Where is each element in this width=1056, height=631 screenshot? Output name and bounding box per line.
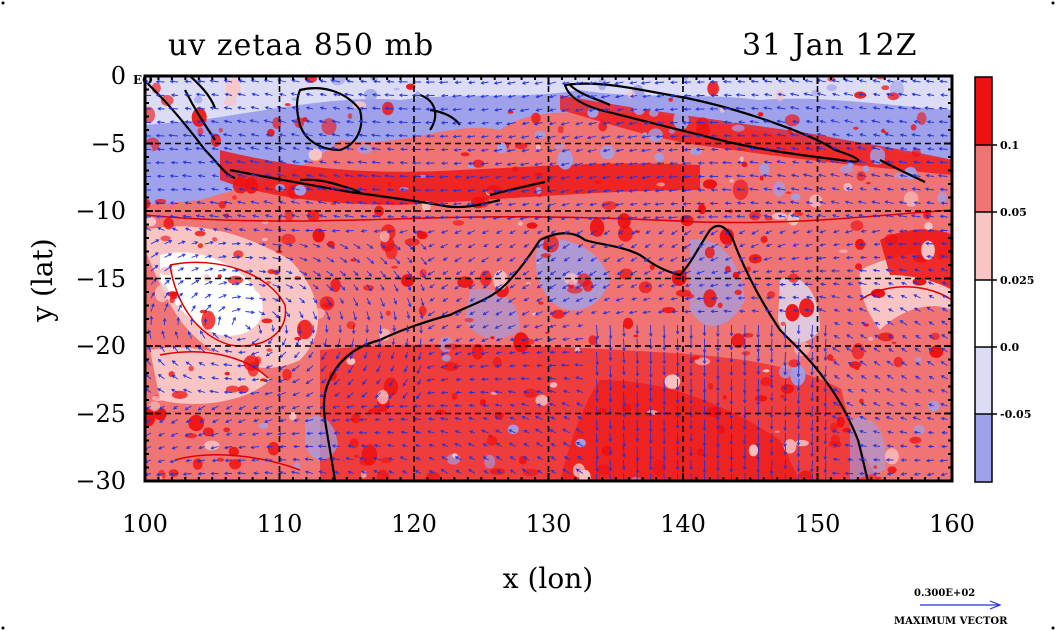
colorbar-label: 0.025 bbox=[1000, 274, 1034, 287]
eq-label: EQ bbox=[133, 73, 153, 87]
x-axis-title: x (lon) bbox=[503, 562, 593, 595]
x-tick-label: 160 bbox=[929, 510, 975, 538]
vector-key-value: 0.300E+02 bbox=[914, 588, 975, 599]
y-tick-label: −30 bbox=[75, 467, 126, 495]
x-tick-label: 100 bbox=[122, 510, 168, 538]
y-axis-title: y (lat) bbox=[26, 238, 59, 322]
colorbar-label: 0.0 bbox=[1000, 341, 1019, 354]
vector-key: 0.300E+02 MAXIMUM VECTOR bbox=[894, 588, 1008, 627]
plot-title-left: uv zetaa 850 mb bbox=[168, 28, 435, 63]
y-tick-label: −15 bbox=[75, 265, 126, 293]
colorbar-band bbox=[975, 77, 992, 145]
y-tick-labels: 0 −5 −10 −15 −20 −25 −30 bbox=[75, 62, 126, 495]
plot-title-right: 31 Jan 12Z bbox=[742, 28, 918, 63]
x-tick-labels: 100 110 120 130 140 150 160 bbox=[122, 510, 975, 538]
colorbar-label: 0.1 bbox=[1000, 139, 1019, 152]
colorbar-band bbox=[975, 212, 992, 280]
vorticity-field bbox=[145, 76, 952, 481]
y-tick-label: −10 bbox=[75, 197, 126, 225]
y-tick-label: −5 bbox=[91, 130, 126, 158]
colorbar-band bbox=[975, 280, 992, 347]
colorbar-label: 0.05 bbox=[1000, 206, 1027, 219]
colorbar-band bbox=[975, 347, 992, 414]
colorbar-label: -0.05 bbox=[1000, 408, 1031, 421]
colorbar: 0.1 0.05 0.025 0.0 -0.05 bbox=[974, 76, 1034, 483]
vector-key-label: MAXIMUM VECTOR bbox=[894, 616, 1008, 627]
colorbar-band bbox=[975, 414, 992, 482]
wind-vectors bbox=[145, 78, 948, 481]
y-tick-label: 0 bbox=[111, 62, 126, 90]
x-tick-label: 120 bbox=[391, 510, 437, 538]
x-tick-label: 150 bbox=[795, 510, 841, 538]
colorbar-band bbox=[975, 145, 992, 212]
gridlines bbox=[145, 76, 952, 481]
x-tick-label: 140 bbox=[660, 510, 706, 538]
y-tick-label: −25 bbox=[75, 400, 126, 428]
x-tick-label: 130 bbox=[526, 510, 572, 538]
x-tick-label: 110 bbox=[257, 510, 303, 538]
y-tick-label: −20 bbox=[75, 332, 126, 360]
